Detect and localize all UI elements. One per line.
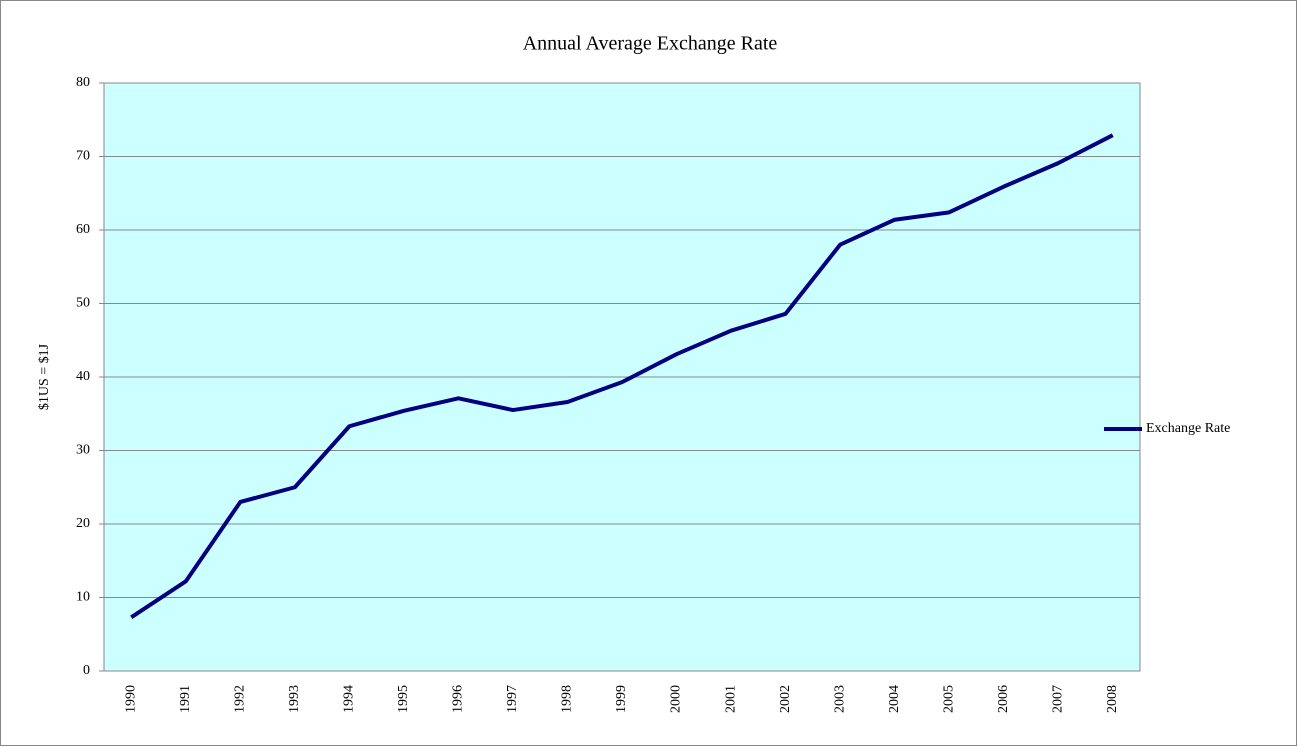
y-tick-label: 10 bbox=[76, 590, 90, 605]
x-tick-label: 1992 bbox=[233, 685, 248, 713]
y-tick-label: 70 bbox=[76, 149, 90, 164]
x-tick-label: 2002 bbox=[778, 685, 793, 713]
x-tick-label: 1991 bbox=[178, 685, 193, 713]
x-tick-label: 2005 bbox=[941, 685, 956, 713]
y-tick-label: 30 bbox=[76, 443, 90, 458]
x-tick-label: 2001 bbox=[723, 685, 738, 713]
x-tick-label: 1990 bbox=[123, 685, 138, 713]
x-tick-label: 1999 bbox=[614, 685, 629, 713]
x-tick-label: 2000 bbox=[669, 685, 684, 713]
y-tick-label: 20 bbox=[76, 516, 90, 531]
y-tick-label: 40 bbox=[76, 369, 90, 384]
x-tick-label: 1995 bbox=[396, 685, 411, 713]
x-tick-label: 2007 bbox=[1050, 685, 1065, 713]
chart-title: Annual Average Exchange Rate bbox=[523, 33, 778, 55]
y-tick-label: 80 bbox=[76, 75, 90, 90]
y-tick-label: 50 bbox=[76, 296, 90, 311]
x-tick-label: 1998 bbox=[560, 685, 575, 713]
y-tick-label: 0 bbox=[83, 663, 90, 678]
legend-label: Exchange Rate bbox=[1146, 421, 1230, 436]
x-tick-label: 2006 bbox=[996, 685, 1011, 713]
y-tick-label: 60 bbox=[76, 222, 90, 237]
line bbox=[130, 133, 1114, 620]
x-tick-label: 1997 bbox=[505, 685, 520, 713]
x-tick-label: 1996 bbox=[451, 685, 466, 713]
x-tick-label: 2003 bbox=[832, 685, 847, 713]
x-tick-label: 2008 bbox=[1105, 685, 1120, 713]
y-axis-label: $1US = $1J bbox=[37, 343, 52, 410]
x-tick-label: 2004 bbox=[887, 685, 902, 713]
x-tick-label: 1994 bbox=[342, 685, 357, 713]
x-tick-label: 1993 bbox=[287, 685, 302, 713]
